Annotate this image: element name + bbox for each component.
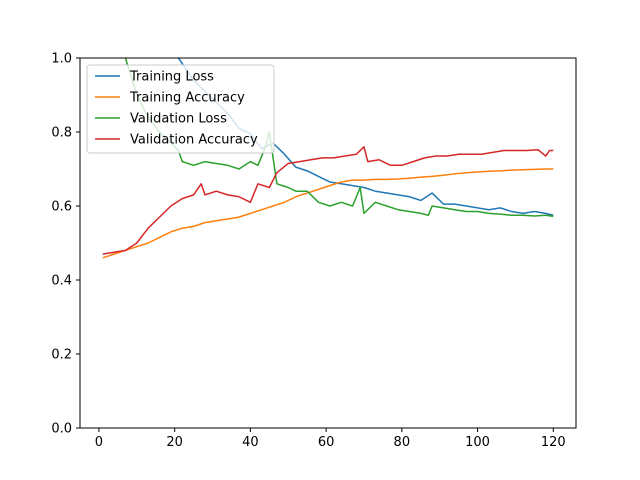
y-tick-label: 0.8	[51, 126, 72, 141]
y-tick-label: 1.0	[51, 52, 72, 67]
legend-label: Validation Accuracy	[130, 133, 258, 148]
y-tick-label: 0.0	[51, 422, 72, 437]
y-axis: 0.0 0.2 0.4 0.6 0.8 1.0	[51, 52, 80, 437]
y-tick-label: 0.2	[51, 348, 72, 363]
legend-label: Training Accuracy	[129, 91, 245, 106]
x-tick-label: 40	[242, 435, 259, 450]
x-tick-label: 120	[541, 435, 566, 450]
y-tick-label: 0.4	[51, 274, 72, 289]
y-tick-label: 0.6	[51, 200, 72, 215]
series-line-validation-loss	[124, 58, 554, 218]
x-axis: 0 20 40 60 80 100 120	[95, 428, 566, 450]
x-tick-label: 100	[465, 435, 490, 450]
x-tick-label: 0	[95, 435, 103, 450]
legend-label: Training Loss	[129, 70, 214, 85]
x-tick-label: 20	[166, 435, 183, 450]
series-line-training-accuracy	[102, 168, 554, 259]
legend: Training Loss Training Accuracy Validation…	[86, 64, 275, 154]
series-line-validation-accuracy	[102, 146, 554, 255]
x-tick-label: 80	[394, 435, 411, 450]
legend-box	[86, 64, 275, 154]
legend-label: Validation Loss	[130, 112, 227, 127]
x-tick-label: 60	[318, 435, 335, 450]
plot-frame	[79, 57, 577, 429]
